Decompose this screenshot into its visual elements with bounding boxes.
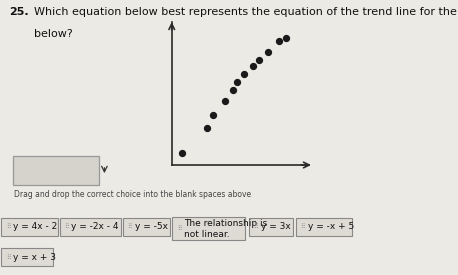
Text: Which equation below best represents the equation of the trend line for the scat: Which equation below best represents the… [34,7,458,17]
Text: below?: below? [34,29,73,39]
FancyBboxPatch shape [1,218,58,236]
Text: ⠿: ⠿ [64,224,69,229]
Text: y = -5x: y = -5x [135,222,168,231]
Text: y = 3x: y = 3x [261,222,290,231]
Point [203,126,211,130]
Text: ⠿: ⠿ [177,226,181,231]
Point [229,88,236,92]
Point [249,63,256,68]
Point [255,58,262,62]
Text: y = -x + 5: y = -x + 5 [308,222,354,231]
Text: y = -2x - 4: y = -2x - 4 [71,222,119,231]
FancyBboxPatch shape [13,156,99,185]
FancyBboxPatch shape [123,218,170,236]
FancyBboxPatch shape [172,217,245,240]
Point [222,99,229,103]
Point [179,150,186,155]
Text: 25.: 25. [9,7,29,17]
Point [275,39,282,43]
Text: ⠿: ⠿ [127,224,132,229]
Point [209,112,217,117]
Text: ⠿: ⠿ [300,224,305,229]
Text: Drag and drop the correct choice into the blank spaces above: Drag and drop the correct choice into th… [14,190,251,199]
FancyBboxPatch shape [1,248,53,266]
Point [283,36,290,40]
Text: ⠿: ⠿ [6,255,11,260]
Point [234,80,241,84]
Point [264,50,272,54]
Text: The relationship is
not linear.: The relationship is not linear. [184,219,267,239]
Text: ⠿: ⠿ [253,224,258,229]
Point [240,72,247,76]
Text: y = 4x - 2: y = 4x - 2 [13,222,58,231]
FancyBboxPatch shape [249,218,293,236]
Text: ⠿: ⠿ [6,224,11,229]
FancyBboxPatch shape [60,218,121,236]
Text: y = x + 3: y = x + 3 [13,253,56,262]
FancyBboxPatch shape [296,218,352,236]
